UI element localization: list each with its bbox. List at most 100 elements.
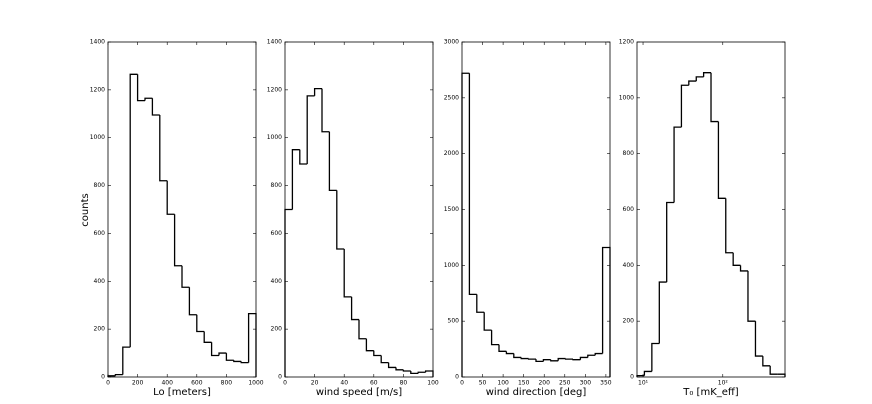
histogram-bin bbox=[695, 76, 704, 82]
histogram-bin bbox=[572, 359, 581, 361]
x-tick-label: 100 bbox=[427, 380, 439, 387]
histogram-bin bbox=[365, 338, 374, 352]
y-tick-label: 600 bbox=[94, 230, 106, 237]
histogram-bin bbox=[107, 375, 116, 377]
x-tick-label: 100 bbox=[497, 380, 509, 387]
histogram-bin bbox=[747, 270, 756, 322]
y-tick-label: 3000 bbox=[444, 39, 459, 46]
histogram-bin bbox=[417, 371, 426, 374]
histogram-bin bbox=[643, 370, 652, 376]
histogram-bin bbox=[527, 358, 536, 360]
x-tick-label: 250 bbox=[559, 380, 571, 387]
y-tick-label: 400 bbox=[94, 278, 106, 285]
y-tick-label: 600 bbox=[623, 206, 635, 213]
x-tick-label: 0 bbox=[460, 380, 464, 387]
y-tick-label: 1400 bbox=[267, 39, 282, 46]
histogram-bin bbox=[579, 356, 588, 360]
histogram-bin bbox=[762, 356, 771, 367]
histogram-bin bbox=[380, 355, 389, 364]
y-tick-label: 2500 bbox=[444, 94, 459, 101]
histogram-bin bbox=[284, 208, 293, 377]
x-tick-label: 400 bbox=[161, 380, 173, 387]
histogram-bin bbox=[299, 149, 308, 165]
y-tick-label: 1500 bbox=[444, 206, 459, 213]
histogram-bin bbox=[350, 296, 359, 321]
x-axis-label: wind direction [deg] bbox=[486, 387, 587, 398]
x-tick-label: 200 bbox=[538, 380, 550, 387]
x-tick-label: 1000 bbox=[248, 380, 263, 387]
histogram-bin bbox=[373, 350, 382, 357]
histogram-bin bbox=[550, 359, 559, 362]
y-tick-label: 200 bbox=[94, 326, 106, 333]
histogram-bin bbox=[240, 361, 249, 364]
histogram-bin bbox=[166, 180, 175, 215]
histogram-bin bbox=[328, 131, 337, 192]
y-tick-label: 0 bbox=[101, 374, 105, 381]
plot-frame bbox=[107, 41, 257, 378]
x-tick-label: 200 bbox=[132, 380, 144, 387]
y-tick-label: 200 bbox=[271, 326, 283, 333]
histogram-bin bbox=[542, 359, 551, 362]
histogram-bin bbox=[181, 265, 190, 288]
histogram-bin bbox=[151, 98, 160, 116]
histogram-bin bbox=[498, 344, 507, 352]
histogram-bin bbox=[725, 198, 734, 254]
x-tick-label: 350 bbox=[600, 380, 612, 387]
histogram-bin bbox=[732, 252, 741, 266]
histogram-bin bbox=[424, 370, 434, 377]
y-tick-label: 1200 bbox=[267, 86, 282, 93]
y-tick-label: 0 bbox=[455, 374, 459, 381]
x-tick-label: 150 bbox=[518, 380, 530, 387]
histogram-bin bbox=[710, 72, 719, 123]
histogram-bin bbox=[594, 352, 603, 356]
y-tick-label: 800 bbox=[271, 182, 283, 189]
histogram-bin bbox=[587, 354, 596, 358]
histogram-bin bbox=[247, 312, 257, 377]
x-tick-label: 40 bbox=[340, 380, 348, 387]
y-tick-label: 800 bbox=[623, 150, 635, 157]
histogram-bin bbox=[159, 114, 168, 182]
x-axis-label: wind speed [m/s] bbox=[316, 387, 402, 398]
histogram-bin bbox=[173, 214, 182, 267]
x-tick-label: 60 bbox=[370, 380, 378, 387]
histogram-bin bbox=[739, 265, 748, 272]
y-tick-label: 0 bbox=[278, 374, 282, 381]
histogram-bin bbox=[535, 359, 544, 363]
histogram-bin bbox=[233, 360, 242, 363]
y-tick-label: 0 bbox=[630, 374, 634, 381]
histogram-bin bbox=[717, 121, 726, 199]
histogram-bin bbox=[218, 352, 227, 356]
histogram-bin bbox=[410, 371, 419, 375]
histogram-bin bbox=[136, 74, 145, 102]
histogram-bin bbox=[490, 330, 499, 346]
histogram-bin bbox=[680, 84, 689, 128]
y-axis-label: counts bbox=[80, 193, 91, 226]
histogram-bin bbox=[210, 342, 219, 357]
y-tick-label: 1200 bbox=[619, 39, 634, 46]
histogram-bin bbox=[666, 201, 675, 283]
x-tick-label: 20 bbox=[311, 380, 319, 387]
histogram-bin bbox=[557, 357, 566, 361]
histogram-bin bbox=[188, 287, 197, 316]
y-tick-label: 1000 bbox=[267, 134, 282, 141]
y-tick-label: 500 bbox=[448, 318, 460, 325]
histogram-bin bbox=[461, 72, 470, 377]
y-tick-label: 1000 bbox=[619, 94, 634, 101]
y-tick-label: 800 bbox=[94, 182, 106, 189]
histogram-bin bbox=[225, 353, 234, 361]
y-tick-label: 1400 bbox=[90, 39, 105, 46]
x-tick-label: 300 bbox=[580, 380, 592, 387]
histogram-bin bbox=[702, 72, 712, 77]
histogram-bin bbox=[673, 126, 682, 203]
histogram-bin bbox=[777, 373, 786, 377]
x-tick-label: 10² bbox=[718, 380, 729, 387]
y-tick-label: 200 bbox=[623, 318, 635, 325]
histogram-bin bbox=[402, 369, 411, 372]
x-tick-label: 600 bbox=[191, 380, 203, 387]
y-tick-label: 400 bbox=[271, 278, 283, 285]
x-axis-label: Lo [meters] bbox=[153, 387, 211, 398]
y-tick-label: 1200 bbox=[90, 86, 105, 93]
histogram-bin bbox=[468, 73, 477, 296]
x-axis-label: T₀ [mK_eff] bbox=[682, 387, 739, 398]
